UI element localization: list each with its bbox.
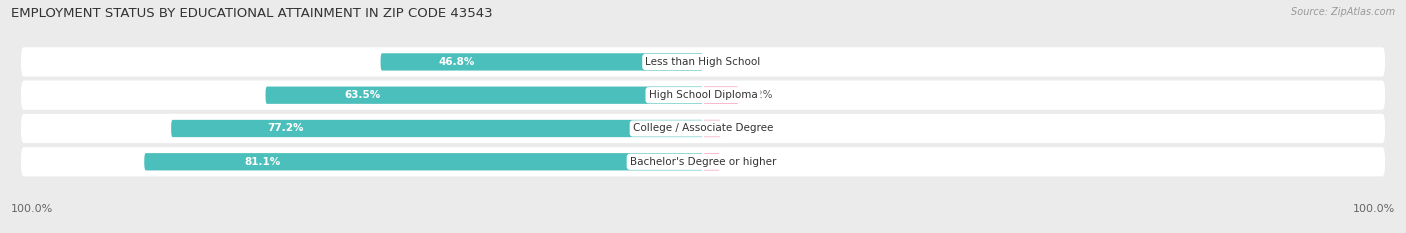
Text: College / Associate Degree: College / Associate Degree [633, 123, 773, 134]
Text: Source: ZipAtlas.com: Source: ZipAtlas.com [1291, 7, 1395, 17]
FancyBboxPatch shape [703, 120, 721, 137]
FancyBboxPatch shape [21, 147, 1385, 176]
Text: 100.0%: 100.0% [1353, 204, 1395, 214]
FancyBboxPatch shape [21, 47, 1385, 77]
Text: 0.0%: 0.0% [710, 57, 737, 67]
Text: Less than High School: Less than High School [645, 57, 761, 67]
FancyBboxPatch shape [703, 153, 720, 170]
Text: EMPLOYMENT STATUS BY EDUCATIONAL ATTAINMENT IN ZIP CODE 43543: EMPLOYMENT STATUS BY EDUCATIONAL ATTAINM… [11, 7, 494, 20]
FancyBboxPatch shape [381, 53, 703, 71]
FancyBboxPatch shape [145, 153, 703, 170]
FancyBboxPatch shape [21, 114, 1385, 143]
Text: 2.5%: 2.5% [727, 157, 754, 167]
FancyBboxPatch shape [21, 81, 1385, 110]
FancyBboxPatch shape [266, 86, 703, 104]
Text: 100.0%: 100.0% [11, 204, 53, 214]
Text: 63.5%: 63.5% [344, 90, 381, 100]
Text: 81.1%: 81.1% [245, 157, 281, 167]
Text: 46.8%: 46.8% [439, 57, 475, 67]
Text: Bachelor's Degree or higher: Bachelor's Degree or higher [630, 157, 776, 167]
FancyBboxPatch shape [172, 120, 703, 137]
FancyBboxPatch shape [703, 86, 738, 104]
Text: 2.6%: 2.6% [728, 123, 754, 134]
Text: High School Diploma: High School Diploma [648, 90, 758, 100]
Text: 77.2%: 77.2% [267, 123, 304, 134]
Text: 5.2%: 5.2% [745, 90, 772, 100]
